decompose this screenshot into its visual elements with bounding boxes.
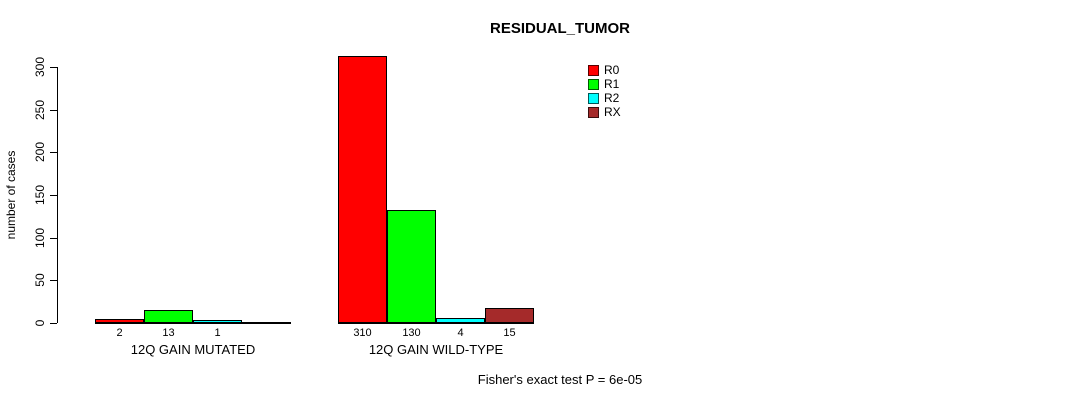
y-axis-tick-label: 150 bbox=[33, 184, 47, 206]
bar-r0 bbox=[95, 319, 144, 323]
y-axis-tick-label: 100 bbox=[33, 227, 47, 249]
legend-swatch-r2 bbox=[588, 92, 599, 104]
bar-value-label: 15 bbox=[503, 327, 516, 339]
y-axis-tick bbox=[50, 280, 57, 281]
legend: R0 R1 R2 RX bbox=[588, 63, 621, 119]
y-axis-tick-label: 200 bbox=[33, 141, 47, 163]
legend-item: R0 bbox=[588, 63, 621, 77]
bar-value-label: 13 bbox=[162, 327, 175, 339]
group-label: 12Q GAIN MUTATED bbox=[130, 342, 256, 357]
legend-swatch-r1 bbox=[588, 78, 599, 90]
bar-value-label: 310 bbox=[353, 327, 372, 339]
y-axis-tick-label: 50 bbox=[33, 273, 47, 287]
bar-r1 bbox=[387, 210, 436, 323]
y-axis-tick bbox=[50, 67, 57, 68]
bar-value-label: 2 bbox=[116, 327, 123, 339]
bar-value-label: 4 bbox=[457, 327, 464, 339]
legend-label: R2 bbox=[604, 91, 620, 105]
legend-label: R0 bbox=[604, 63, 620, 77]
y-axis-tick bbox=[50, 323, 57, 324]
footer-caption: Fisher's exact test P = 6e-05 bbox=[477, 372, 643, 387]
group-axis-line bbox=[338, 322, 534, 324]
legend-swatch-r0 bbox=[588, 64, 599, 76]
y-axis-tick bbox=[50, 238, 57, 239]
bar-r1 bbox=[144, 310, 193, 323]
y-axis-tick bbox=[50, 110, 57, 111]
legend-item: R1 bbox=[588, 77, 621, 91]
bar-value-label: 130 bbox=[402, 327, 421, 339]
group-label: 12Q GAIN WILD-TYPE bbox=[368, 342, 504, 357]
group-axis-line bbox=[95, 322, 291, 324]
y-axis-label: number of cases bbox=[4, 150, 18, 240]
y-axis-tick-label: 300 bbox=[33, 56, 47, 78]
legend-item: RX bbox=[588, 105, 621, 119]
legend-label: RX bbox=[604, 105, 621, 119]
y-axis-tick-label: 250 bbox=[33, 99, 47, 121]
y-axis-line bbox=[57, 67, 58, 323]
legend-swatch-rx bbox=[588, 106, 599, 118]
legend-item: R2 bbox=[588, 91, 621, 105]
y-axis-tick bbox=[50, 195, 57, 196]
bar-r2 bbox=[436, 318, 485, 323]
bar-rx bbox=[485, 308, 534, 323]
chart-title: RESIDUAL_TUMOR bbox=[489, 20, 630, 37]
bar-value-label: 1 bbox=[214, 327, 221, 339]
y-axis-tick-label: 0 bbox=[33, 319, 47, 327]
bar-r0 bbox=[338, 56, 387, 323]
y-axis-tick bbox=[50, 152, 57, 153]
bar-r2 bbox=[193, 320, 242, 323]
legend-label: R1 bbox=[604, 77, 620, 91]
